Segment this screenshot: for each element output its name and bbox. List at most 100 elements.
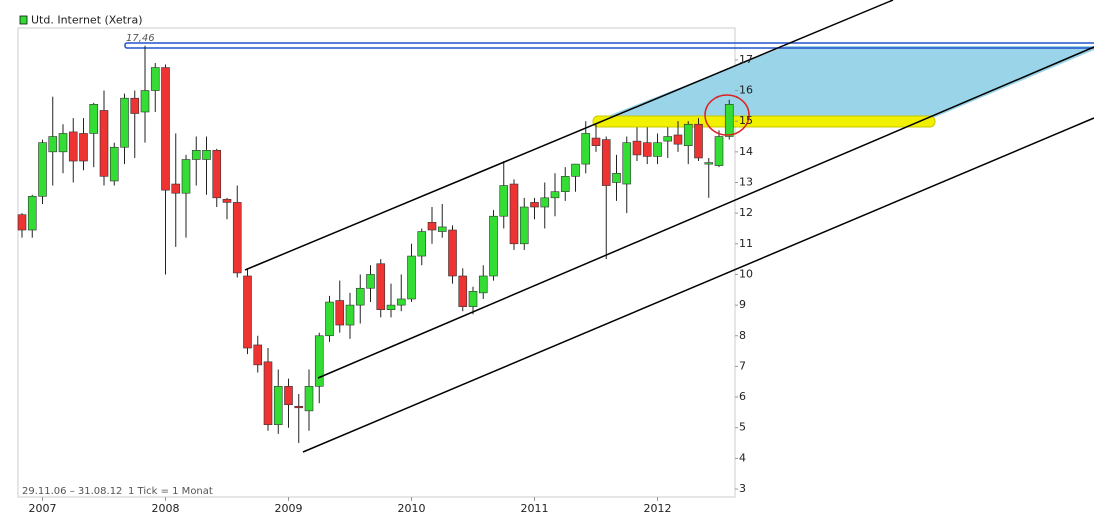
candle-body	[458, 275, 468, 307]
candle-body	[68, 131, 78, 162]
trend-line	[317, 46, 1094, 379]
candle-body	[161, 67, 170, 191]
resistance-band	[592, 115, 936, 128]
candle-body	[396, 298, 406, 306]
candle-body	[38, 142, 47, 197]
candle-body	[263, 361, 273, 425]
candle-body	[99, 110, 109, 177]
candle-body	[509, 183, 519, 245]
candle-body	[499, 185, 509, 217]
candle-body	[191, 150, 201, 160]
candle-body	[683, 123, 693, 147]
candle-body	[273, 386, 283, 425]
candle-body	[468, 291, 478, 307]
tick-note: 1 Tick = 1 Monat	[128, 486, 213, 497]
candle-body	[642, 142, 652, 157]
candle-body	[202, 150, 211, 160]
y-tick-label: 9	[739, 298, 746, 311]
candle-body	[407, 255, 416, 300]
candle-body	[622, 142, 632, 185]
candle-body	[560, 176, 570, 192]
candle-body	[58, 133, 68, 153]
candle-body	[673, 134, 683, 145]
candle-body	[27, 195, 37, 231]
candle-body	[591, 137, 601, 147]
candle-body	[212, 150, 222, 199]
candle-body	[550, 191, 560, 199]
candle-body	[79, 133, 88, 162]
candle-body	[171, 183, 181, 194]
y-tick-label: 7	[739, 359, 746, 372]
candle-body	[386, 304, 396, 311]
candle-body	[540, 197, 550, 208]
candle-body	[140, 90, 150, 113]
candle-body	[314, 335, 324, 387]
x-tick-label: 2008	[152, 502, 180, 515]
candle-body	[376, 263, 386, 311]
candle-body	[663, 136, 673, 142]
high-band	[124, 42, 1094, 49]
candle-body	[714, 136, 724, 166]
highlight-circle	[704, 94, 750, 136]
y-tick-label: 14	[739, 145, 753, 158]
y-tick-label: 5	[739, 421, 746, 434]
trend-line	[302, 117, 1094, 453]
y-tick-label: 10	[739, 267, 753, 280]
candle-body	[601, 139, 611, 186]
candle-body	[724, 104, 734, 137]
candle-body	[294, 405, 304, 409]
candle-body	[519, 206, 529, 245]
candle-body	[181, 159, 191, 194]
y-tick-label: 11	[739, 237, 753, 250]
candle-body	[653, 142, 662, 157]
candle-body	[704, 162, 714, 165]
y-tick-label: 8	[739, 329, 746, 342]
x-tick-label: 2011	[521, 502, 549, 515]
candle-body	[448, 229, 457, 277]
chart-title: Utd. Internet (Xetra)	[31, 14, 142, 27]
candle-body	[17, 214, 27, 231]
x-tick-label: 2012	[644, 502, 672, 515]
candle-body	[530, 202, 539, 208]
candle-body	[632, 140, 642, 156]
y-tick-label: 3	[739, 482, 746, 495]
candle-body	[232, 202, 242, 274]
candle-body	[417, 231, 427, 257]
candle-body	[222, 199, 232, 203]
candle-body	[253, 344, 263, 366]
trend-line	[244, 0, 894, 271]
candle-body	[489, 215, 498, 277]
y-tick-label: 4	[739, 451, 746, 464]
candle-body	[120, 97, 129, 148]
x-tick-label: 2007	[29, 502, 57, 515]
candle-body	[335, 300, 345, 326]
candle-body	[581, 133, 591, 165]
candle-body	[345, 304, 355, 326]
candle-body	[427, 222, 437, 231]
y-tick-label: 16	[739, 84, 753, 97]
candle-body	[89, 104, 99, 134]
target-zone	[595, 46, 1094, 121]
candle-body	[284, 386, 293, 406]
candle-body	[325, 301, 334, 337]
candle-body	[304, 386, 314, 412]
candle-body	[571, 163, 580, 177]
y-tick-label: 15	[739, 114, 753, 127]
candle-body	[355, 287, 365, 306]
y-tick-label: 13	[739, 175, 753, 188]
candle-body	[437, 226, 447, 232]
x-tick-label: 2010	[398, 502, 426, 515]
candle-body	[478, 275, 488, 294]
candle-body	[109, 146, 119, 182]
candle-body	[694, 123, 703, 159]
candle-body	[150, 67, 160, 91]
candle-body	[366, 274, 375, 289]
date-range: 29.11.06 – 31.08.12	[22, 486, 122, 497]
y-tick-label: 6	[739, 390, 746, 403]
candle-body	[612, 172, 621, 183]
x-tick-label: 2009	[275, 502, 303, 515]
y-tick-label: 12	[739, 206, 753, 219]
high-annotation: 17,46	[126, 33, 155, 44]
candle-body	[48, 136, 58, 153]
